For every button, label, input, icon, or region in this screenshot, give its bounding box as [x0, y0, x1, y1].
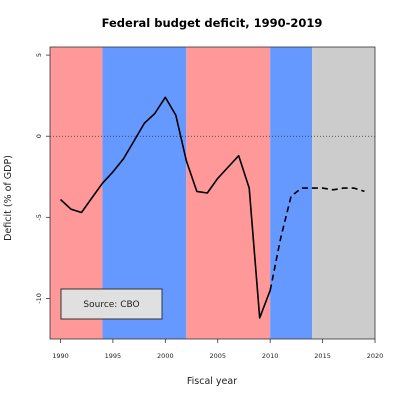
y-axis-label: Deficit (% of GDP) [3, 155, 14, 241]
shading-band-4 [312, 47, 375, 339]
y-axis: 5 0 -5 -10 [35, 53, 50, 304]
chart-title: Federal budget deficit, 1990-2019 [102, 16, 323, 30]
series-line-solid [59, 96, 271, 319]
x-tick-label-2005: 2005 [209, 352, 226, 360]
y-tick-label-0: 0 [35, 134, 43, 138]
y-tick-label--5: -5 [35, 214, 43, 220]
y-tick-label--10: -10 [35, 293, 43, 304]
source-box [60, 288, 163, 320]
shading-band-2 [186, 47, 271, 339]
x-axis-label: Fiscal year [187, 376, 237, 387]
series-lines [59, 96, 365, 319]
x-tick-label-2020: 2020 [367, 352, 384, 360]
x-tick-label-1990: 1990 [52, 352, 69, 360]
y-tick-label-5: 5 [35, 53, 43, 57]
x-tick-label-2010: 2010 [262, 352, 279, 360]
series-line-dashed [269, 187, 365, 291]
source-legend-box: Source: CBO [60, 288, 163, 320]
x-tick-label-2015: 2015 [314, 352, 331, 360]
x-tick-label-2000: 2000 [157, 352, 174, 360]
shading-bands [50, 47, 375, 339]
shading-band-3 [270, 47, 313, 339]
source-label: Source: CBO [83, 300, 139, 310]
x-axis: 1990 1995 2000 2005 2010 2015 2020 [52, 339, 383, 360]
x-tick-label-1995: 1995 [105, 352, 122, 360]
plot-frame [49, 46, 376, 340]
